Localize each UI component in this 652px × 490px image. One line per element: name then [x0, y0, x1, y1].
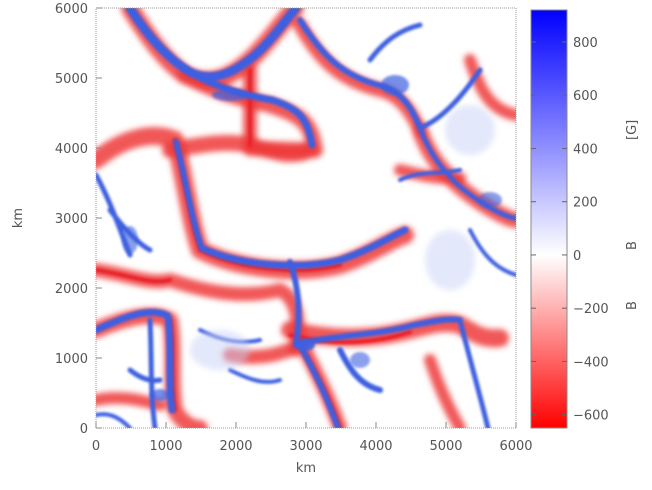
colorbar-tick-label: 200	[573, 196, 598, 211]
heatmap-plot	[95, 7, 517, 429]
field-pattern	[96, 8, 516, 428]
colorbar-label-prefix-2: B	[625, 241, 640, 250]
colorbar-tick-label: 400	[573, 142, 598, 157]
x-tick-label: 0	[92, 439, 100, 454]
colorbar-tick-label: 0	[573, 249, 581, 264]
y-tick-label: 6000	[55, 2, 88, 17]
y-tick-label: 2000	[55, 282, 88, 297]
x-axis-label: km	[296, 461, 316, 476]
y-tick-label: 3000	[55, 212, 88, 227]
colorbar-tick-label: 600	[573, 89, 598, 104]
x-axis-ticks: 0 1000 2000 3000 4000 5000 6000	[92, 422, 533, 454]
y-axis-ticks: 0 1000 2000 3000 4000 5000 6000	[55, 2, 102, 437]
x-tick-label: 6000	[499, 439, 532, 454]
colorbar-tick-label: −600	[573, 409, 609, 424]
x-tick-label: 1000	[149, 439, 182, 454]
y-axis-label: km	[11, 208, 26, 228]
colorbar-unit: [G]	[625, 120, 640, 140]
colorbar-tick-label: −400	[573, 355, 609, 370]
y-tick-label: 4000	[55, 142, 88, 157]
colorbar-tick-label: 800	[573, 36, 598, 51]
colorbar: 800 600 400 200 0 −200 −400 −600 B B [G]	[530, 9, 640, 429]
colorbar-label: B B [G]	[625, 120, 640, 310]
y-tick-label: 0	[80, 422, 88, 437]
y-tick-label: 1000	[55, 352, 88, 367]
colorbar-ticks: 800 600 400 200 0 −200 −400 −600	[531, 36, 609, 424]
colorbar-label-prefix: B	[625, 301, 640, 310]
x-tick-label: 3000	[289, 439, 322, 454]
x-tick-label: 4000	[359, 439, 392, 454]
colorbar-tick-label: −200	[573, 302, 609, 317]
x-tick-label: 2000	[219, 439, 252, 454]
x-tick-label: 5000	[429, 439, 462, 454]
y-tick-label: 5000	[55, 72, 88, 87]
